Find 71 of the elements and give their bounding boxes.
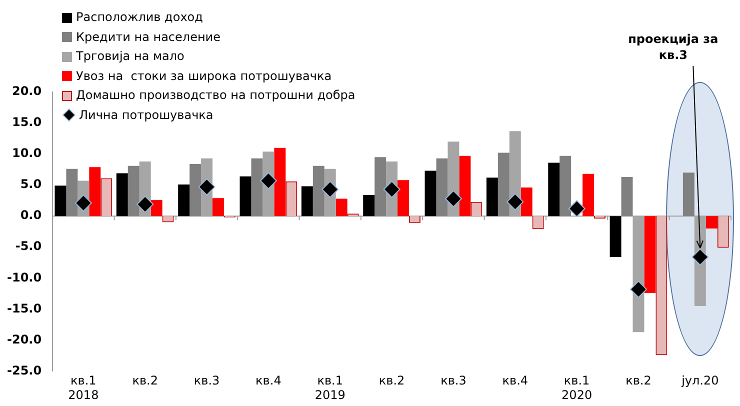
bar <box>560 156 572 216</box>
legend-label: Лична потрошувачка <box>79 106 214 124</box>
bar <box>621 177 633 216</box>
bar <box>274 148 286 216</box>
y-tick-label: -20.0 <box>6 332 42 346</box>
x-tick-label: кв.2 <box>132 374 158 388</box>
x-tick-label: кв.1 2019 <box>314 374 346 402</box>
bar <box>498 152 510 216</box>
point <box>692 248 709 266</box>
point <box>568 200 586 218</box>
legend-label: Увоз на стоки за широка потрошувачка <box>76 68 332 84</box>
bar <box>178 184 190 216</box>
bar <box>312 166 324 216</box>
point <box>136 196 154 213</box>
point <box>506 193 524 210</box>
bar <box>336 198 348 216</box>
x-tick-label: кв.2 <box>626 374 652 388</box>
point <box>322 180 339 198</box>
y-tick-label: 15.0 <box>12 115 42 130</box>
legend-label: Расположлив доход <box>76 9 203 26</box>
y-tick-label: -25.0 <box>6 363 42 378</box>
point <box>198 178 216 196</box>
y-tick-label: -5.0 <box>15 239 42 254</box>
x-tick-label: јул.20 <box>680 374 719 388</box>
bar <box>520 188 532 216</box>
y-tick-label: 5.0 <box>20 177 42 192</box>
x-tick-label: кв.4 <box>256 374 282 388</box>
bar <box>363 194 375 216</box>
y-tick-label: 10.0 <box>12 146 42 160</box>
bar <box>682 172 694 216</box>
point <box>444 190 462 208</box>
bar <box>486 178 498 216</box>
bar <box>644 216 656 294</box>
y-tick-label: 20.0 <box>12 84 42 98</box>
bar <box>251 158 263 216</box>
bar <box>301 186 313 216</box>
bar <box>190 164 202 216</box>
bar <box>706 216 718 228</box>
x-tick-label: кв.3 <box>194 374 220 388</box>
bar <box>424 170 436 216</box>
bar <box>398 180 409 216</box>
bar <box>89 167 101 216</box>
y-tick-label: 0.0 <box>20 208 42 222</box>
bar <box>436 158 448 216</box>
legend-label: Кредити на население <box>76 28 220 46</box>
point <box>630 280 647 298</box>
bar <box>459 156 471 216</box>
bar <box>66 168 78 216</box>
y-tick-label: -10.0 <box>6 270 42 284</box>
bar <box>548 162 560 216</box>
bar <box>374 157 386 216</box>
x-tick-label: кв.4 <box>502 374 528 388</box>
y-tick-label: -15.0 <box>6 301 42 316</box>
bar <box>128 166 140 216</box>
bar <box>54 186 66 216</box>
x-tick-label: кв.3 <box>440 374 466 388</box>
bar <box>582 174 594 216</box>
point <box>74 194 92 212</box>
bar <box>116 173 128 216</box>
x-tick-label: кв.1 2020 <box>562 374 592 402</box>
legend-label: Домашно производство на потрошни добра <box>76 87 356 104</box>
x-tick-label: кв.2 <box>378 374 405 388</box>
legend-label: Трговија на мало <box>76 48 184 65</box>
bar <box>150 200 162 216</box>
annotation: проекција за кв.3 <box>628 32 718 62</box>
bar <box>610 216 622 258</box>
point <box>260 172 277 190</box>
point <box>383 180 400 198</box>
bar <box>240 176 252 216</box>
bar <box>212 198 224 216</box>
x-tick-label: кв.1 2018 <box>68 374 99 402</box>
